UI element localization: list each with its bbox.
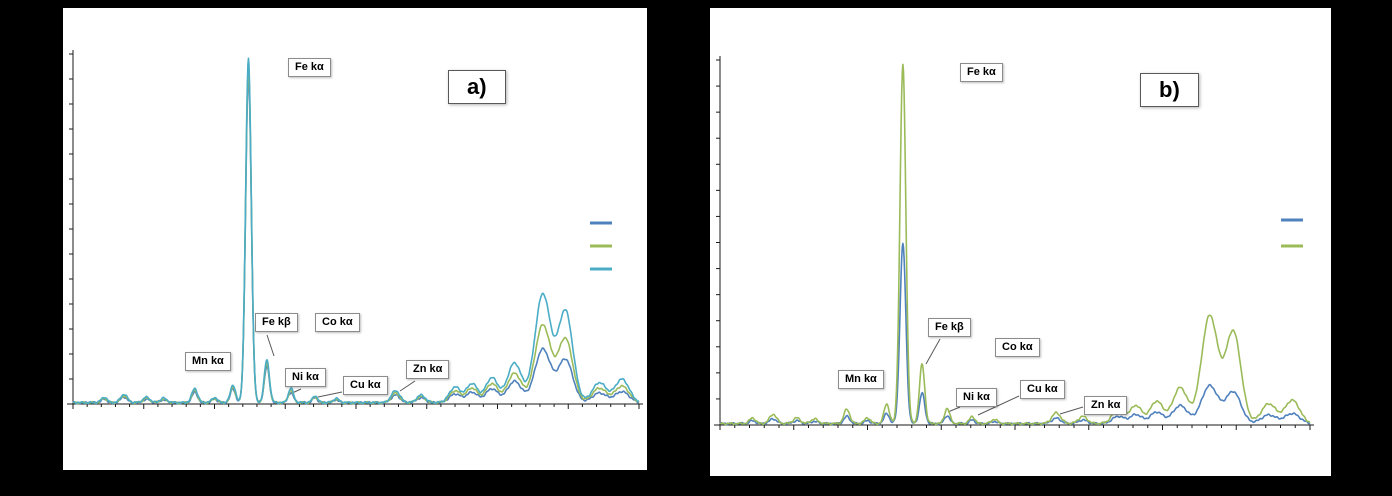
leader-line xyxy=(977,395,1020,416)
series-line-spectrum-green xyxy=(719,63,1311,426)
leader-line xyxy=(925,338,941,365)
peak-label-zn-ka: Zn kα xyxy=(406,360,450,379)
panel-label-a: a) xyxy=(448,70,506,104)
series-line-spectrum-cyan xyxy=(72,57,640,405)
chart-panel-a: a) Fe kα Fe kβ Co kα Mn kα Ni kα Cu kα Zn kα xyxy=(63,8,647,470)
peak-label-ni-ka: Ni kα xyxy=(956,388,997,407)
peak-label-co-ka: Co kα xyxy=(995,338,1040,357)
axes xyxy=(714,56,1314,430)
chart-panel-b: b) Fe kα Fe kβ Co kα Mn kα Ni kα Cu kα Zn kα xyxy=(710,8,1331,476)
peak-label-co-ka: Co kα xyxy=(315,313,360,332)
legend xyxy=(590,221,612,271)
leader-line xyxy=(399,380,416,392)
peak-label-mn-ka: Mn kα xyxy=(838,370,884,389)
spectrum-chart-b xyxy=(714,56,1314,430)
peak-label-cu-ka: Cu kα xyxy=(1020,380,1065,399)
peak-label-cu-ka: Cu kα xyxy=(343,376,388,395)
peak-label-fe-ka: Fe kα xyxy=(288,58,331,77)
leader-line xyxy=(317,391,343,398)
peak-label-zn-ka: Zn kα xyxy=(1084,396,1128,415)
legend xyxy=(1281,218,1303,248)
leader-line xyxy=(266,334,275,357)
leader-lines xyxy=(266,334,416,398)
series-line-spectrum-green xyxy=(72,66,640,405)
leader-lines xyxy=(925,338,1084,416)
spectrum-chart-a xyxy=(67,50,643,409)
leader-line xyxy=(1059,406,1084,415)
peak-label-fe-kb: Fe kβ xyxy=(255,313,298,332)
peak-label-fe-kb: Fe kβ xyxy=(928,318,971,337)
leader-line xyxy=(947,406,961,413)
peak-label-ni-ka: Ni kα xyxy=(285,368,326,387)
panel-label-b: b) xyxy=(1140,73,1199,107)
peak-label-fe-ka: Fe kα xyxy=(960,63,1003,82)
peak-label-mn-ka: Mn kα xyxy=(185,352,231,371)
